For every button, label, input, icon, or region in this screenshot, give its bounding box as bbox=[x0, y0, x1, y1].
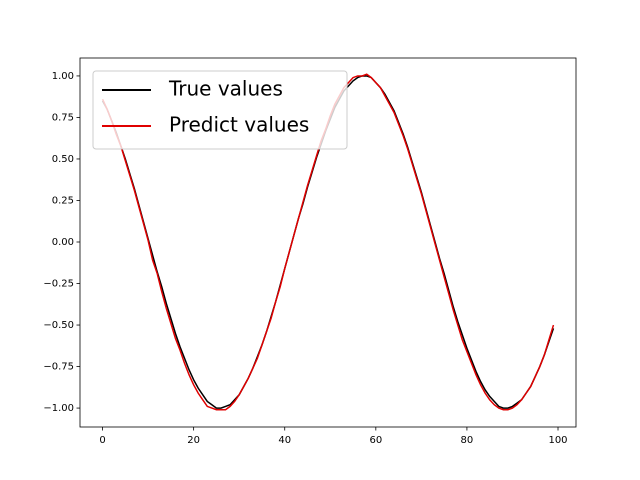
y-tick-label: 1.00 bbox=[52, 71, 74, 82]
x-tick-label: 0 bbox=[99, 435, 105, 446]
legend-label: Predict values bbox=[169, 113, 309, 137]
y-tick-label: −0.75 bbox=[43, 362, 74, 373]
x-tick-label: 40 bbox=[278, 435, 291, 446]
y-tick-label: −1.00 bbox=[43, 403, 74, 414]
y-tick-label: −0.50 bbox=[43, 320, 74, 331]
y-tick-label: 0.75 bbox=[52, 112, 74, 123]
x-tick-label: 60 bbox=[369, 435, 382, 446]
x-tick-label: 80 bbox=[461, 435, 474, 446]
y-tick-label: 0.25 bbox=[52, 195, 74, 206]
y-tick-label: −0.25 bbox=[43, 279, 74, 290]
legend-label: True values bbox=[168, 77, 283, 101]
axes-frame bbox=[79, 57, 577, 428]
legend-box bbox=[92, 70, 348, 150]
x-tick-label: 20 bbox=[187, 435, 200, 446]
x-tick-label: 100 bbox=[548, 435, 567, 446]
y-tick-label: 0.50 bbox=[52, 154, 74, 165]
y-tick-label: 0.00 bbox=[52, 237, 74, 248]
